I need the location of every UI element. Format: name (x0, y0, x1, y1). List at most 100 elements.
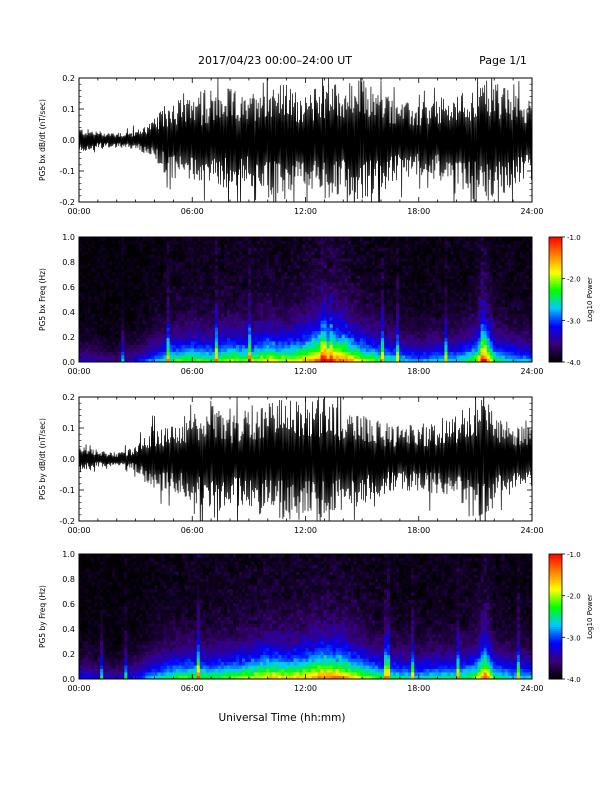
heatmap-cell (121, 289, 125, 293)
heatmap-cell (486, 299, 491, 304)
heatmap-cell (374, 254, 379, 259)
heatmap-cell (405, 344, 409, 349)
heatmap-cell (329, 330, 334, 335)
heatmap-cell (453, 296, 457, 300)
heatmap-cell (362, 264, 367, 269)
heatmap-cell (127, 327, 131, 332)
heatmap-cell (387, 323, 391, 328)
heatmap-cell (254, 330, 258, 335)
heatmap-cell (239, 264, 243, 269)
heatmap-cell (272, 330, 276, 335)
heatmap-cell (317, 237, 321, 241)
heatmap-cell (399, 243, 403, 248)
heatmap-cell (214, 299, 219, 304)
heatmap-cell (184, 302, 189, 307)
heatmap-cell (187, 247, 192, 252)
heatmap-cell (305, 313, 309, 318)
heatmap-cell (450, 278, 454, 283)
x-tick-label: 24:00 (520, 207, 543, 216)
heatmap-cell (287, 243, 291, 248)
heatmap-cell (278, 264, 282, 269)
heatmap-cell (223, 306, 228, 311)
heatmap-cell (136, 337, 140, 342)
heatmap-cell (248, 306, 252, 311)
heatmap-cell (411, 289, 415, 293)
heatmap-cell (100, 254, 104, 259)
heatmap-cell (459, 351, 463, 356)
heatmap-cell (429, 271, 433, 276)
heatmap-cell (193, 323, 198, 328)
heatmap-cell (399, 250, 403, 255)
heatmap-cell (420, 237, 424, 241)
heatmap-cell (154, 282, 158, 287)
heatmap-cell (323, 334, 328, 339)
heatmap-cell (85, 296, 89, 300)
heatmap-cell (127, 285, 131, 290)
heatmap-cell (432, 309, 436, 314)
heatmap-cell (393, 254, 397, 259)
heatmap-cell (377, 264, 382, 269)
heatmap-cell (103, 327, 107, 332)
heatmap-cell (359, 240, 364, 245)
heatmap-cell (196, 271, 201, 276)
heatmap-cell (368, 344, 373, 349)
heatmap-cell (175, 271, 180, 276)
heatmap-cell (187, 320, 192, 325)
heatmap-cell (187, 337, 192, 342)
heatmap-cell (112, 348, 116, 352)
heatmap-cell (465, 261, 469, 266)
heatmap-cell (208, 337, 213, 342)
heatmap-cell (217, 327, 222, 332)
heatmap-cell (145, 257, 149, 262)
heatmap-cell (423, 264, 427, 269)
heatmap-cell (335, 243, 340, 248)
heatmap-cell (426, 341, 430, 346)
heatmap-cell (293, 320, 297, 325)
heatmap-cell (326, 334, 331, 339)
heatmap-cell (329, 278, 334, 283)
heatmap-cell (317, 257, 321, 262)
heatmap-cell (338, 337, 343, 342)
heatmap-cell (106, 237, 110, 241)
heatmap-cell (151, 309, 155, 314)
heatmap-cell (248, 254, 252, 259)
heatmap-cell (299, 237, 303, 241)
heatmap-cell (178, 250, 183, 255)
heatmap-cell (293, 358, 297, 362)
heatmap-cell (393, 320, 397, 325)
heatmap-cell (447, 351, 451, 356)
heatmap-cell (468, 358, 472, 362)
heatmap-cell (411, 355, 415, 359)
heatmap-cell (181, 355, 186, 359)
heatmap-cell (417, 327, 421, 332)
heatmap-cell (133, 240, 137, 245)
heatmap-cell (405, 275, 409, 280)
heatmap-cell (399, 296, 403, 300)
heatmap-cell (236, 271, 240, 276)
heatmap-cell (193, 271, 198, 276)
heatmap-cell (299, 247, 303, 252)
heatmap-cell (97, 351, 101, 356)
heatmap-cell (332, 292, 337, 297)
heatmap-cell (151, 341, 155, 346)
heatmap-cell (275, 337, 279, 342)
heatmap-cell (148, 240, 152, 245)
heatmap-cell (438, 261, 442, 266)
heatmap-cell (317, 344, 321, 349)
heatmap-cell (230, 296, 234, 300)
heatmap-cell (208, 344, 213, 349)
heatmap-cell (426, 254, 430, 259)
heatmap-cell (381, 271, 385, 276)
heatmap-cell (483, 302, 488, 307)
heatmap-cell (121, 309, 125, 314)
heatmap-cell (118, 323, 122, 328)
heatmap-cell (293, 243, 297, 248)
heatmap-cell (429, 257, 433, 262)
heatmap-cell (226, 292, 231, 297)
heatmap-cell (154, 323, 158, 328)
heatmap-cell (347, 285, 352, 290)
heatmap-cell (148, 285, 152, 290)
heatmap-cell (323, 243, 328, 248)
heatmap-cell (151, 344, 155, 349)
heatmap-cell (450, 327, 454, 332)
